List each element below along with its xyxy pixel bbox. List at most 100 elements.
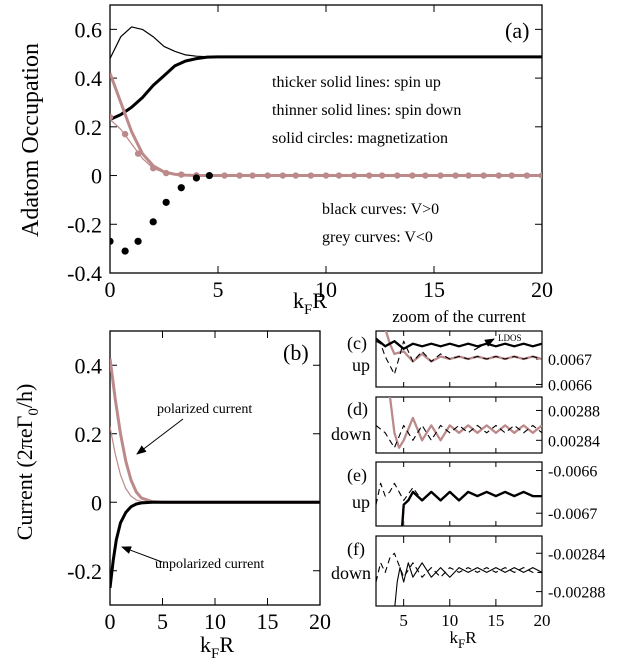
x-tick-label: 10 [204,609,226,634]
annotation-circles: solid circles: magnetization [272,130,448,147]
panel-c-ticks: 0.0066 0.0067 [403,331,592,394]
series-line-grey-thick [110,358,320,504]
panel-f-label: (f) [347,539,365,560]
panel-e-side-label: up [352,492,370,512]
magnetization-point-grey [110,113,114,121]
y-tick-label: 0 [91,164,102,189]
x-tick-label: 20 [534,611,551,630]
x-tick-label: 15 [423,277,445,302]
panel-f: 5 10 15 20 -0.00284 -0.00288 (f) down kFR [331,535,605,651]
series-line-black-thick [110,500,320,589]
x-tick-label: 0 [105,277,116,302]
magnetization-point-black [205,171,213,180]
magnetization-point-black [192,174,200,182]
panel-f-series [376,552,542,606]
magnetization-point-grey [292,172,299,179]
panel-e-frame [375,461,543,527]
panel-d: 0.00284 0.00288 (d) down [331,396,600,454]
x-tick-label: 20 [531,277,553,302]
magnetization-point-grey [121,130,129,138]
panel-a-series [110,26,542,255]
magnetization-point-black [110,237,114,245]
panel-d-series [376,397,542,449]
y-tick-label: 0.2 [75,115,103,140]
panel-a-label: (a) [505,18,529,43]
magnetization-point-grey [162,169,170,177]
arrow-polarized [136,418,184,455]
y-tick-label: -0.0066 [548,464,597,481]
panel-b: 0 5 10 15 20-0.200.20.4 (b) Current (2πeΓ0/h… [12,330,331,660]
panel-a: 0 5 10 15 20 -0.4 -0.2 0 0.2 0.4 0.6 (a) Adatom Oc… [18,4,553,318]
y-tick-label: 0.00284 [548,433,600,450]
magnetization-point-grey [221,172,228,179]
panel-e-series [376,482,542,526]
magnetization-point-grey [480,172,487,179]
panel-c: 0.0066 0.0067 (c) up LDOS [347,330,592,394]
panel-c-label: (c) [347,333,367,354]
annotation-thick: thicker solid lines: spin up [272,74,441,91]
ldos-arrow [473,338,495,351]
y-tick-label: 0.0067 [548,352,592,369]
magnetization-point-grey [394,172,401,179]
panel-b-label: (b) [283,340,309,365]
annotation-polarized: polarized current [157,402,252,417]
magnetization-point-grey [279,172,286,179]
y-tick-label: -0.0067 [548,506,597,523]
panel-f-side-label: down [331,563,371,583]
annotation-grey: grey curves: V<0 [322,229,433,246]
x-tick-label: 0 [105,609,116,634]
annotation-unpolarized: unpolarized current [155,557,264,572]
magnetization-point-black [121,247,129,255]
y-tick-label: 0.2 [75,422,103,447]
y-tick-label: -0.4 [67,261,102,286]
series-line-grey-thin [110,119,542,177]
x-tick-label: 15 [487,611,504,630]
panel-e-label: (e) [347,465,367,486]
panel-e-ticks: -0.0066 -0.0067 [403,462,597,526]
magnetization-point-black [149,218,157,226]
magnetization-point-black [177,184,185,192]
panel-a-xlabel: kFR [293,288,327,318]
panel-f-frame [375,535,543,607]
magnetization-point-grey [236,172,243,179]
magnetization-point-black [162,198,170,206]
panel-a-ticks: 0 5 10 15 20 -0.4 -0.2 0 0.2 0.4 0.6 [67,5,553,302]
panel-d-label: (d) [347,399,368,420]
panel-d-side-label: down [331,424,371,444]
annotation-thin: thinner solid lines: spin down [272,102,461,119]
y-tick-label: -0.00284 [548,546,605,563]
series-line-black-thick [401,490,542,526]
x-tick-label: 20 [309,609,331,634]
x-tick-label: 15 [257,609,279,634]
magnetization-point-grey [178,171,185,178]
series-line-black-thin [376,424,542,449]
magnetization-point-grey [409,172,416,179]
magnetization-point-grey [335,172,343,179]
series-line-black-thin [376,340,542,375]
magnetization-point-grey [378,172,386,179]
magnetization-point-grey [538,172,542,179]
panel-b-ticks: 0 5 10 15 20-0.200.20.4 [67,331,331,634]
panel-b-xlabel: kFR [200,632,234,660]
magnetization-point-grey [366,172,373,179]
series-line-black-thick [110,55,542,121]
magnetization-point-grey [422,172,429,179]
magnetization-point-grey [307,172,315,179]
y-tick-label: 0.4 [75,66,103,91]
magnetization-point-grey [150,165,157,172]
x-tick-label: 5 [157,609,168,634]
series-line-black-thin [376,552,542,583]
annotation-black: black curves: V>0 [322,201,439,218]
magnetization-point-grey [350,172,358,179]
magnetization-point-grey [523,172,531,179]
magnetization-point-grey [134,150,142,157]
series-line-black-thick [376,337,542,350]
series-line-black-thin [394,562,542,606]
x-tick-label: 5 [213,277,224,302]
magnetization-point-grey [264,172,271,179]
series-line-black-thin [110,26,542,59]
x-tick-label: 5 [399,611,408,630]
y-tick-label: 0.0066 [548,377,592,394]
y-tick-label: -0.00288 [548,585,605,602]
